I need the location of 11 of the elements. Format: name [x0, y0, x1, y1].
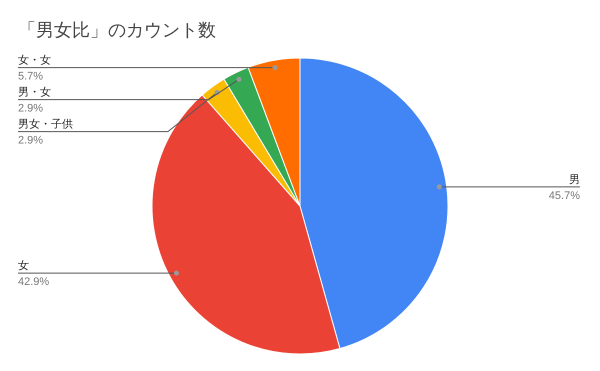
- slice-label: 女: [18, 260, 29, 272]
- chart-title: 「男女比」のカウント数: [18, 20, 216, 40]
- data-label: 45.7%: [548, 190, 580, 202]
- data-label: 2.9%: [18, 134, 44, 147]
- data-label: 5.7%: [18, 70, 44, 83]
- slice-label: 男女・子供: [18, 118, 73, 131]
- data-label: 42.9%: [18, 276, 50, 288]
- slice-label: 男: [569, 174, 580, 186]
- slice-label: 女・女: [18, 54, 51, 67]
- data-label: 2.9%: [18, 102, 44, 115]
- slice-label: 男・女: [18, 86, 51, 99]
